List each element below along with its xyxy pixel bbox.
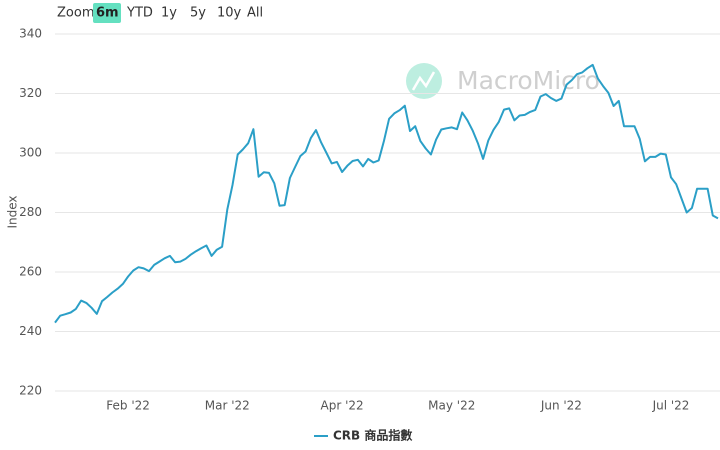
y-tick-label: 240	[19, 324, 42, 338]
x-tick-label: Apr '22	[321, 399, 364, 413]
legend-label: CRB 商品指數	[333, 428, 412, 443]
data-line	[54, 63, 719, 324]
y-tick-label: 300	[19, 146, 42, 160]
zoom-button[interactable]: 10y	[217, 6, 242, 21]
y-tick-label: 320	[19, 86, 42, 100]
zoom-label: Zoom	[57, 6, 94, 21]
legend-item[interactable]: CRB 商品指數	[314, 428, 412, 443]
watermark-text: MacroMicro	[457, 66, 600, 95]
zoom-button[interactable]: YTD	[126, 6, 153, 21]
zoom-button-label: 1y	[161, 6, 177, 21]
watermark-icon	[411, 71, 436, 91]
y-tick-label: 340	[19, 27, 42, 41]
x-tick-label: Mar '22	[205, 399, 250, 413]
x-tick-label: Jul '22	[652, 399, 690, 413]
zoom-button[interactable]: All	[247, 6, 263, 21]
zoom-button-bg	[93, 3, 121, 23]
watermark: MacroMicro	[406, 63, 600, 99]
zoom-button-label: All	[247, 6, 263, 21]
zoom-button-label: 6m	[96, 6, 119, 21]
y-tick-label: 260	[19, 265, 42, 279]
x-tick-label: May '22	[428, 399, 475, 413]
y-tick-label: 220	[19, 384, 42, 398]
zoom-button-label: YTD	[126, 6, 153, 21]
zoom-button-label: 10y	[217, 6, 242, 21]
zoom-button[interactable]: 1y	[161, 6, 177, 21]
zoom-button[interactable]: 6m	[93, 3, 121, 23]
y-axis-title: Index	[6, 195, 20, 228]
y-tick-label: 280	[19, 205, 42, 219]
x-tick-label: Jun '22	[540, 399, 582, 413]
zoom-button[interactable]: 5y	[190, 6, 206, 21]
zoom-button-label: 5y	[190, 6, 206, 21]
x-tick-label: Feb '22	[106, 399, 150, 413]
